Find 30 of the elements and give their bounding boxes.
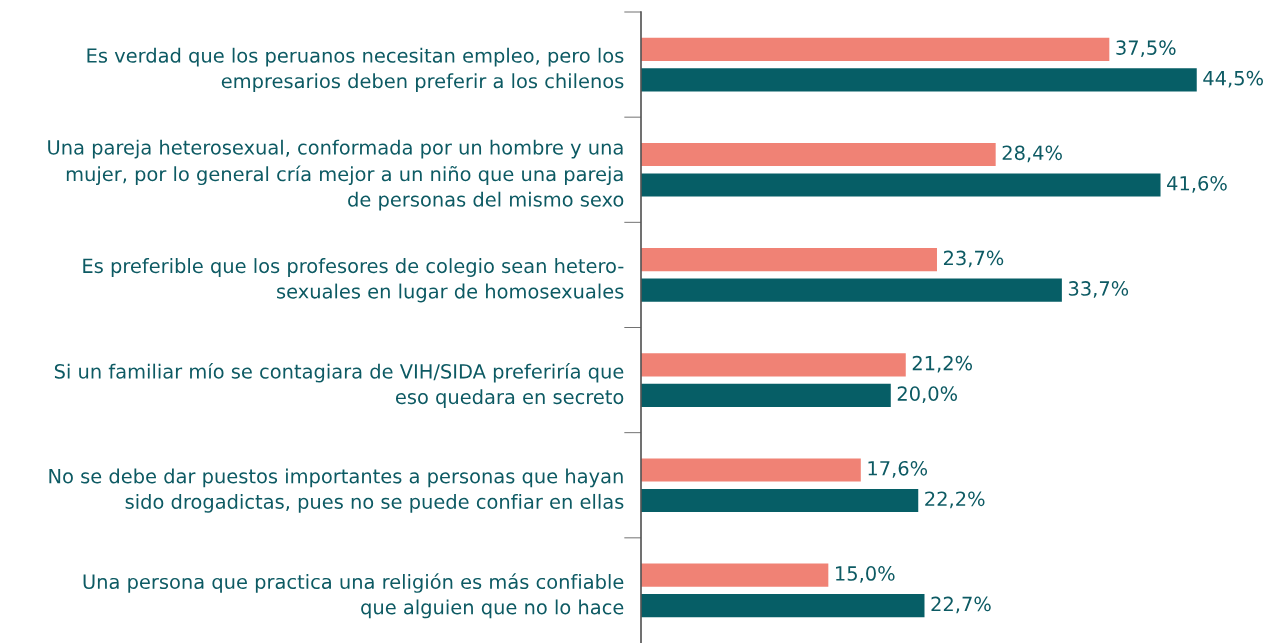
data-label: 37,5% [1116,40,1176,57]
data-label: 22,2% [925,491,985,509]
data-label: 28,4% [1002,145,1062,163]
bar [641,458,861,482]
data-label: 20,0% [897,386,958,403]
data-label: 22,7% [931,596,991,614]
y-tick-label: Es preferible que los profesores de colegio sean hetero- sexuales en lugar de homosexuales [83,258,624,303]
data-label: 23,7% [943,250,1004,268]
bar [641,142,996,167]
bar [641,353,906,377]
data-label: 17,6% [868,460,928,478]
bar [641,278,1062,302]
data-label: 41,6% [1167,175,1227,193]
y-tick-label: Una pareja heterosexual, conformada por un hombre y una mujer, por lo general cría mejor a un niño que una pareja de personas del mismo sexo [48,139,624,211]
bar [641,37,1110,61]
data-label: 33,7% [1068,281,1129,298]
y-tick-label: Una persona que practica una religión es más confiable que alguien que no lo hace [83,573,624,619]
bar [641,563,829,587]
bar [641,383,891,407]
data-label: 21,2% [912,355,973,373]
bar [641,68,1197,92]
bar [641,594,925,618]
bar [641,248,937,272]
bar [641,173,1161,197]
bar [641,488,919,513]
data-label: 15,0% [836,566,895,583]
data-label: 44,5% [1203,70,1263,88]
y-tick-label: No se debe dar puestos importantes a personas que hayan sido drogadictas, pues no se puede confiar en ellas [49,468,624,513]
y-tick-label: Si un familiar mío se contagiara de VIH/SIDA preferiría que eso quedara en secreto [54,362,624,408]
y-tick-label: Es verdad que los peruanos necesitan empleo, pero los empresarios deben preferir a los chilenos [87,47,624,93]
